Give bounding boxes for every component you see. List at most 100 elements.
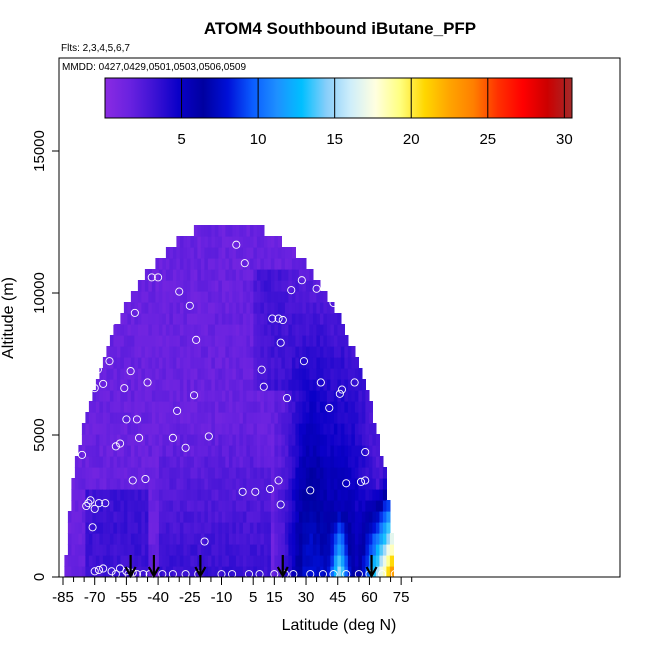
heatmap-cell: [309, 302, 314, 314]
heatmap-cell: [183, 324, 188, 336]
heatmap-cell: [183, 467, 188, 479]
heatmap-cell: [183, 511, 188, 523]
heatmap-cell: [239, 390, 244, 402]
heatmap-cell: [113, 533, 118, 545]
heatmap-cell: [116, 412, 121, 424]
heatmap-cell: [113, 434, 118, 446]
heatmap-cell: [267, 379, 272, 391]
heatmap-cell: [151, 335, 156, 347]
heatmap-cell: [158, 522, 163, 534]
heatmap-cell: [172, 478, 177, 490]
heatmap-cell: [361, 401, 366, 413]
heatmap-cell: [113, 511, 118, 523]
heatmap-cell: [127, 324, 132, 336]
heatmap-cell: [193, 324, 198, 336]
heatmap-cell: [71, 511, 76, 523]
heatmap-cell: [316, 302, 321, 314]
heatmap-cell: [109, 511, 114, 523]
heatmap-cell: [375, 511, 380, 523]
heatmap-cell: [179, 423, 184, 435]
dates-text: MMDD: 0427,0429,0501,0503,0506,0509: [62, 62, 246, 73]
heatmap-cell: [179, 500, 184, 512]
heatmap-cell: [323, 489, 328, 501]
heatmap-cell: [127, 489, 132, 501]
heatmap-cell: [211, 346, 216, 358]
heatmap-cell: [214, 423, 219, 435]
heatmap-cell: [144, 500, 149, 512]
heatmap-cell: [260, 522, 265, 534]
heatmap-cell: [316, 346, 321, 358]
heatmap-cell: [186, 489, 191, 501]
heatmap-cell: [151, 478, 156, 490]
heatmap-cell: [277, 467, 282, 479]
heatmap-cell: [386, 566, 391, 577]
heatmap-cell: [302, 434, 307, 446]
heatmap-cell: [130, 489, 135, 501]
heatmap-cell: [151, 500, 156, 512]
heatmap-cell: [214, 566, 219, 577]
heatmap-cell: [127, 335, 132, 347]
heatmap-cell: [263, 390, 268, 402]
heatmap-cell: [277, 247, 282, 259]
heatmap-cell: [214, 324, 219, 336]
heatmap-cell: [246, 566, 251, 577]
heatmap-cell: [260, 412, 265, 424]
heatmap-cell: [225, 346, 230, 358]
heatmap-cell: [312, 478, 317, 490]
heatmap-cell: [214, 247, 219, 259]
heatmap-cell: [337, 456, 342, 468]
heatmap-cell: [267, 269, 272, 281]
heatmap-cell: [127, 357, 132, 369]
heatmap-cell: [218, 401, 223, 413]
heatmap-cell: [99, 489, 104, 501]
heatmap-cell: [330, 489, 335, 501]
heatmap-cell: [347, 423, 352, 435]
heatmap-cell: [183, 423, 188, 435]
heatmap-cell: [375, 500, 380, 512]
heatmap-cell: [347, 357, 352, 369]
heatmap-cell: [134, 434, 139, 446]
colorbar-tick-label: 30: [556, 131, 573, 148]
heatmap-cell: [354, 489, 359, 501]
heatmap-cell: [305, 489, 310, 501]
heatmap-cell: [256, 390, 261, 402]
heatmap-cell: [333, 401, 338, 413]
heatmap-cell: [277, 511, 282, 523]
heatmap-cell: [102, 522, 107, 534]
heatmap-cell: [333, 412, 338, 424]
heatmap-cell: [116, 456, 121, 468]
heatmap-cell: [179, 357, 184, 369]
sample-point: [318, 570, 327, 577]
heatmap-cell: [218, 489, 223, 501]
heatmap-cell: [270, 302, 275, 314]
heatmap-cell: [176, 456, 181, 468]
heatmap-cell: [333, 489, 338, 501]
heatmap-cell: [127, 313, 132, 325]
heatmap-cell: [326, 357, 331, 369]
heatmap-cell: [312, 368, 317, 380]
heatmap-cell: [256, 555, 261, 567]
heatmap-cell: [319, 412, 324, 424]
heatmap-cell: [365, 434, 370, 446]
heatmap-cell: [221, 544, 226, 556]
heatmap-cell: [165, 500, 170, 512]
heatmap-cell: [165, 456, 170, 468]
heatmap-cell: [274, 412, 279, 424]
heatmap-cell: [284, 478, 289, 490]
heatmap-cell: [253, 456, 258, 468]
heatmap-cell: [242, 313, 247, 325]
heatmap-cell: [176, 401, 181, 413]
heatmap-cell: [246, 390, 251, 402]
heatmap-cell: [106, 533, 111, 545]
heatmap-cell: [109, 522, 114, 534]
heatmap-cell: [351, 522, 356, 534]
heatmap-cell: [312, 401, 317, 413]
heatmap-cell: [221, 511, 226, 523]
heatmap-cell: [249, 335, 254, 347]
heatmap-cell: [214, 522, 219, 534]
heatmap-cell: [116, 335, 121, 347]
heatmap-cell: [137, 401, 142, 413]
heatmap-cell: [256, 511, 261, 523]
heatmap-cell: [116, 500, 121, 512]
heatmap-cell: [295, 544, 300, 556]
